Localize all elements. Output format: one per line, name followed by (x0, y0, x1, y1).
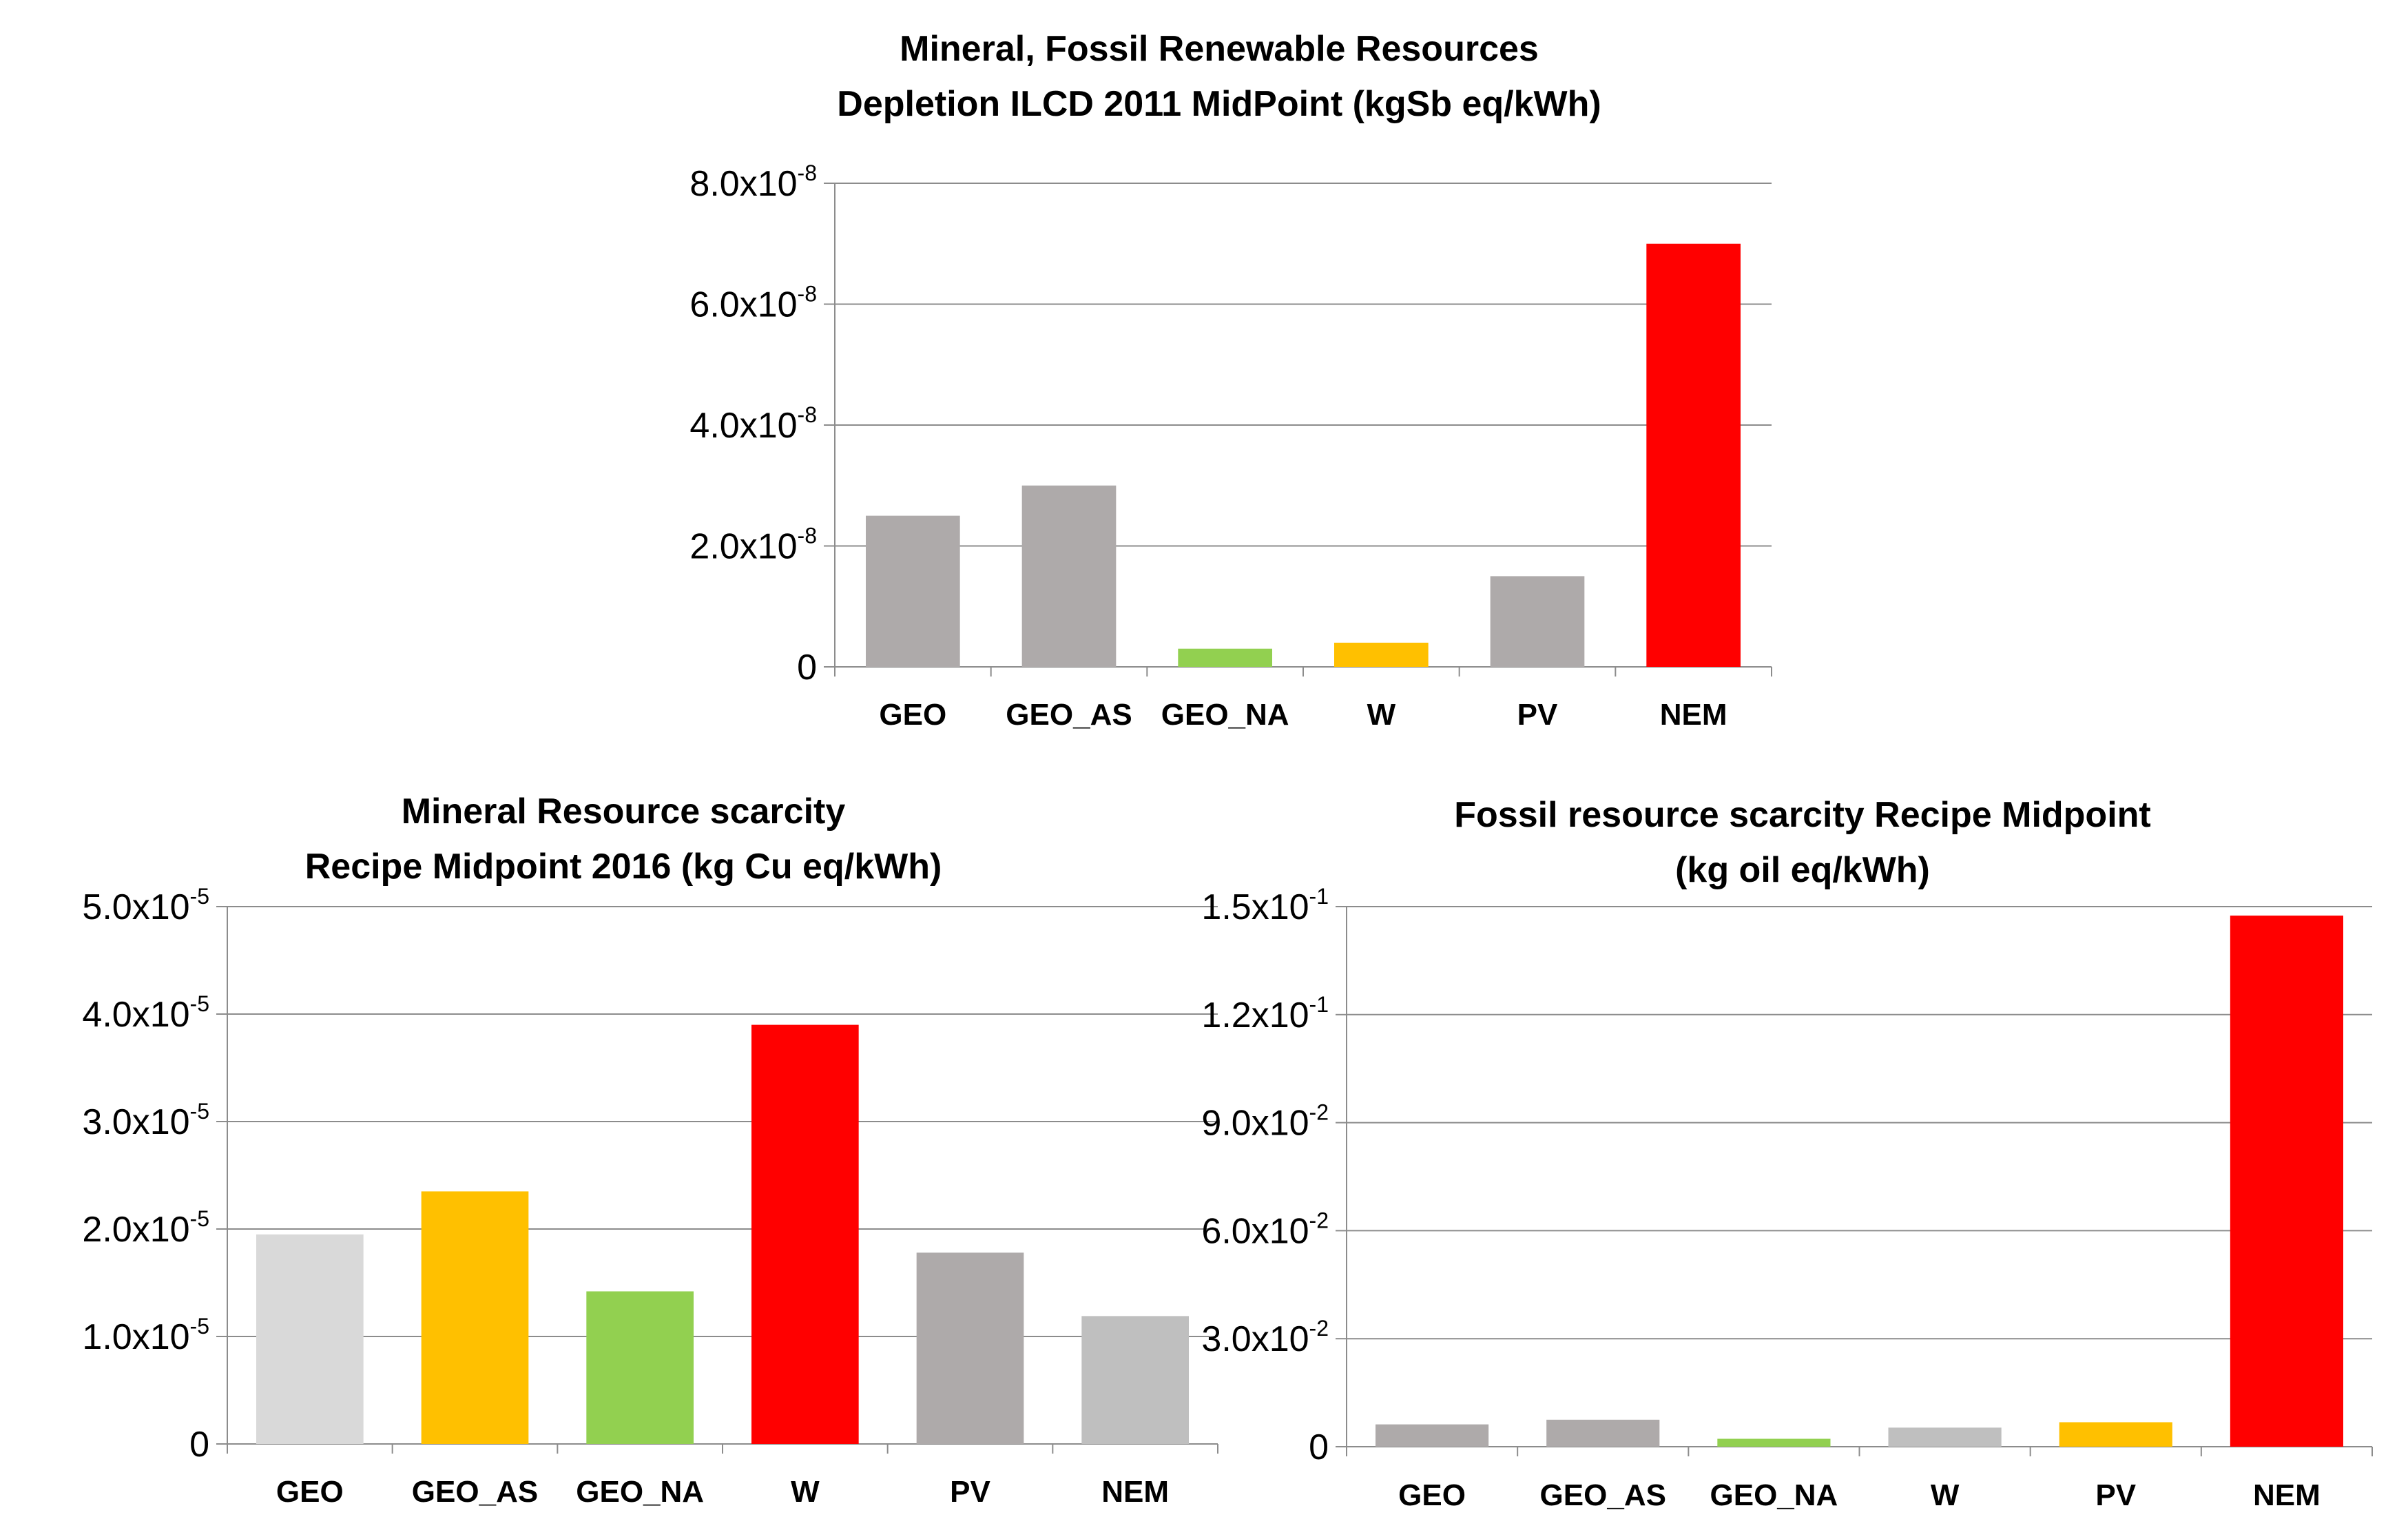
bar-w (1888, 1427, 2002, 1447)
chart-title-line-2: Recipe Midpoint 2016 (kg Cu eq/kWh) (305, 847, 942, 887)
x-tick-label: GEO_NA (1161, 698, 1289, 732)
x-tick-label: PV (2095, 1478, 2136, 1512)
bar-geo-as (1021, 485, 1117, 667)
bar-nem (1646, 243, 1741, 667)
x-tick-label: GEO (1398, 1478, 1466, 1512)
bar-geo (1376, 1424, 1489, 1447)
x-tick-label: W (1367, 698, 1396, 732)
y-tick-label: 3.0x10-2 (1201, 1316, 1329, 1359)
x-tick-label: NEM (2253, 1478, 2321, 1512)
x-tick-label: W (791, 1475, 820, 1509)
x-tick-label: PV (950, 1475, 990, 1509)
y-tick-label: 1.5x10-1 (1201, 884, 1329, 927)
bar-nem (2230, 916, 2343, 1447)
chart-title-line-1: Mineral Resource scarcity (402, 792, 846, 832)
y-tick-label: 5.0x10-5 (82, 884, 209, 927)
x-tick-label: GEO_NA (576, 1475, 704, 1509)
y-tick-label: 1.2x10-1 (1201, 992, 1329, 1035)
x-tick-label: GEO_AS (412, 1475, 538, 1509)
x-tick-label: W (1931, 1478, 1960, 1512)
chart-title-line-2: Depletion ILCD 2011 MidPoint (kgSb eq/kW… (837, 84, 1601, 124)
y-tick-label: 8.0x10-8 (689, 161, 817, 204)
y-tick-label: 2.0x10-5 (82, 1206, 209, 1250)
chart-mineral: Mineral Resource scarcity Recipe Midpoint… (82, 792, 1218, 1509)
x-tick-label: GEO (276, 1475, 344, 1509)
chart-title-line-2: (kg oil eq/kWh) (1675, 850, 1930, 890)
x-tick-label: PV (1517, 698, 1558, 732)
chart-fossil: Fossil resource scarcity Recipe Midpoint… (1201, 795, 2373, 1512)
bar-geo (256, 1234, 364, 1444)
bar-pv (1490, 576, 1585, 667)
y-tick-label: 6.0x10-8 (689, 282, 817, 325)
y-tick-label: 2.0x10-8 (689, 524, 817, 567)
y-tick-label: 4.0x10-8 (689, 402, 817, 446)
bar-geo-na (1717, 1438, 1831, 1447)
x-tick-label: NEM (1660, 698, 1727, 732)
y-tick-label: 0 (1309, 1427, 1329, 1467)
y-tick-label: 0 (797, 648, 817, 688)
y-tick-label: 1.0x10-5 (82, 1314, 209, 1357)
y-tick-label: 4.0x10-5 (82, 991, 209, 1035)
bar-geo-as (421, 1191, 529, 1444)
bar-geo (866, 515, 960, 667)
bar-pv (916, 1252, 1024, 1444)
chart-title-line-1: Mineral, Fossil Renewable Resources (900, 29, 1539, 69)
x-tick-label: GEO_AS (1540, 1478, 1666, 1512)
x-tick-label: GEO_AS (1006, 698, 1132, 732)
chart-title-line-1: Fossil resource scarcity Recipe Midpoint (1454, 795, 2150, 835)
bar-pv (2059, 1422, 2172, 1447)
x-tick-label: GEO_NA (1710, 1478, 1838, 1512)
x-tick-label: NEM (1101, 1475, 1169, 1509)
chart-ilcd: Mineral, Fossil Renewable Resources Deple… (689, 29, 1772, 732)
bar-geo-na (586, 1291, 694, 1444)
bar-geo-na (1178, 648, 1272, 667)
y-tick-label: 0 (189, 1425, 209, 1465)
x-tick-label: GEO (879, 698, 946, 732)
bar-w (1334, 642, 1429, 667)
bar-nem (1081, 1316, 1189, 1444)
bar-w (751, 1024, 859, 1444)
y-tick-label: 6.0x10-2 (1201, 1208, 1329, 1251)
bar-geo-as (1546, 1419, 1660, 1447)
y-tick-label: 3.0x10-5 (82, 1099, 209, 1142)
y-tick-label: 9.0x10-2 (1201, 1100, 1329, 1144)
